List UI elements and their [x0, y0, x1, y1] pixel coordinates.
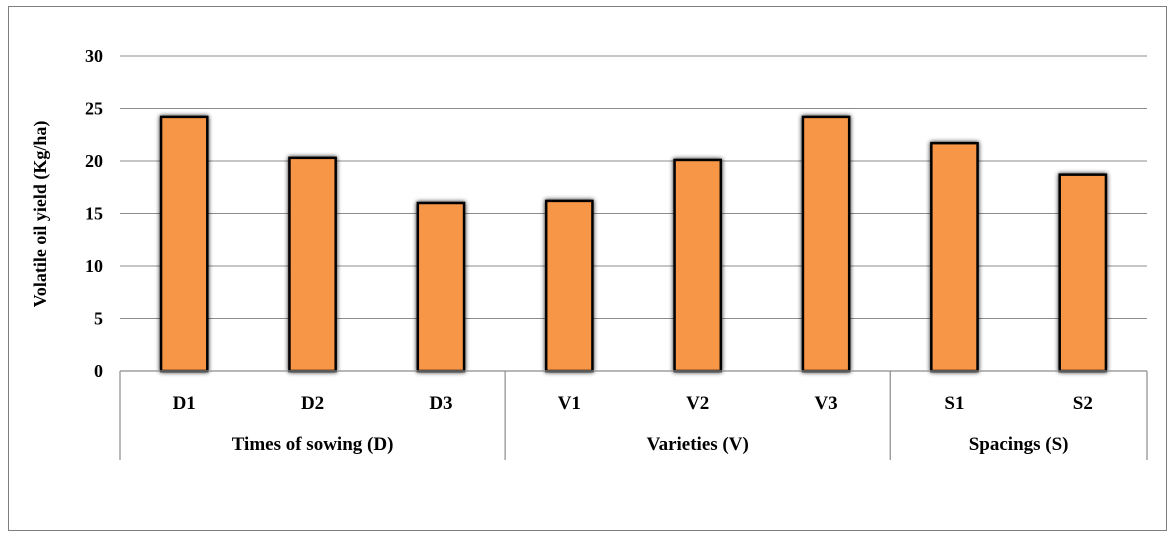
bar-s2 [1058, 173, 1108, 373]
x-tick-label: D2 [301, 393, 324, 414]
bar-d1 [159, 115, 209, 373]
group-label: Varieties (V) [647, 434, 749, 455]
bar-s1 [930, 141, 979, 373]
x-tick-label: D3 [429, 393, 452, 414]
x-tick-label: V2 [686, 393, 709, 414]
y-tick-label: 5 [94, 309, 103, 329]
group-label: Spacings (S) [969, 434, 1069, 455]
y-tick-label: 20 [85, 151, 103, 171]
group-label: Times of sowing (D) [232, 434, 394, 455]
y-axis-label: Volatile oil yield (Kg/ha) [30, 121, 51, 308]
x-tick-label: V3 [814, 393, 837, 414]
bar-d2 [288, 156, 337, 373]
y-tick-label: 0 [94, 361, 103, 381]
gridlines [120, 55, 1147, 319]
y-tick-label: 30 [85, 46, 103, 66]
y-tick-label: 15 [85, 204, 103, 224]
y-tick-label: 10 [85, 256, 103, 276]
bar-v3 [801, 115, 851, 373]
x-tick-label: S1 [944, 393, 964, 414]
bar-d3 [416, 201, 466, 373]
x-tick-label: S2 [1073, 393, 1093, 414]
bar-v1 [544, 199, 594, 373]
axes: 0 5 10 15 20 25 30 D1 D2 D3 V1 V2 V3 S1 S2 Times of sow… [85, 46, 1148, 460]
x-tick-label: D1 [173, 393, 196, 414]
x-tick-label: V1 [558, 393, 581, 414]
bar-v2 [673, 158, 723, 373]
y-tick-label: 25 [85, 99, 103, 119]
bars [159, 115, 1108, 373]
